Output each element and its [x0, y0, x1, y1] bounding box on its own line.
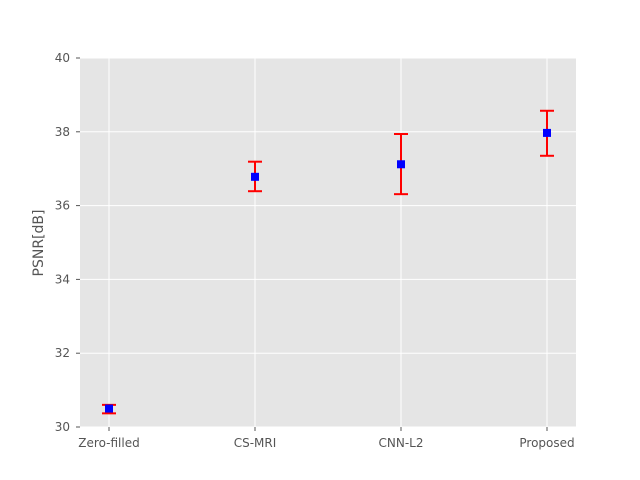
- data-point: [251, 172, 259, 181]
- x-tick-label: CNN-L2: [379, 436, 424, 450]
- data-marks: [102, 109, 554, 415]
- y-tick-label: 36: [55, 199, 70, 213]
- data-point: [543, 128, 551, 137]
- axis-ticks: 30 32 34 36 38 40 Zero-filled CS-MRI CNN-L2 Propo…: [55, 51, 575, 450]
- x-tick-label: Proposed: [519, 436, 574, 450]
- plot-area: [80, 58, 576, 427]
- data-point: [105, 404, 113, 413]
- y-tick-label: 34: [55, 272, 70, 286]
- data-point: [397, 160, 405, 169]
- y-tick-label: 30: [55, 420, 70, 434]
- y-axis-label: PSNR[dB]: [31, 210, 47, 277]
- x-tick-label: CS-MRI: [234, 436, 277, 450]
- y-tick-label: 32: [55, 346, 70, 360]
- x-tick-label: Zero-filled: [78, 436, 139, 450]
- y-tick-label: 38: [55, 125, 70, 139]
- y-tick-label: 40: [55, 51, 70, 65]
- grid: [80, 57, 576, 428]
